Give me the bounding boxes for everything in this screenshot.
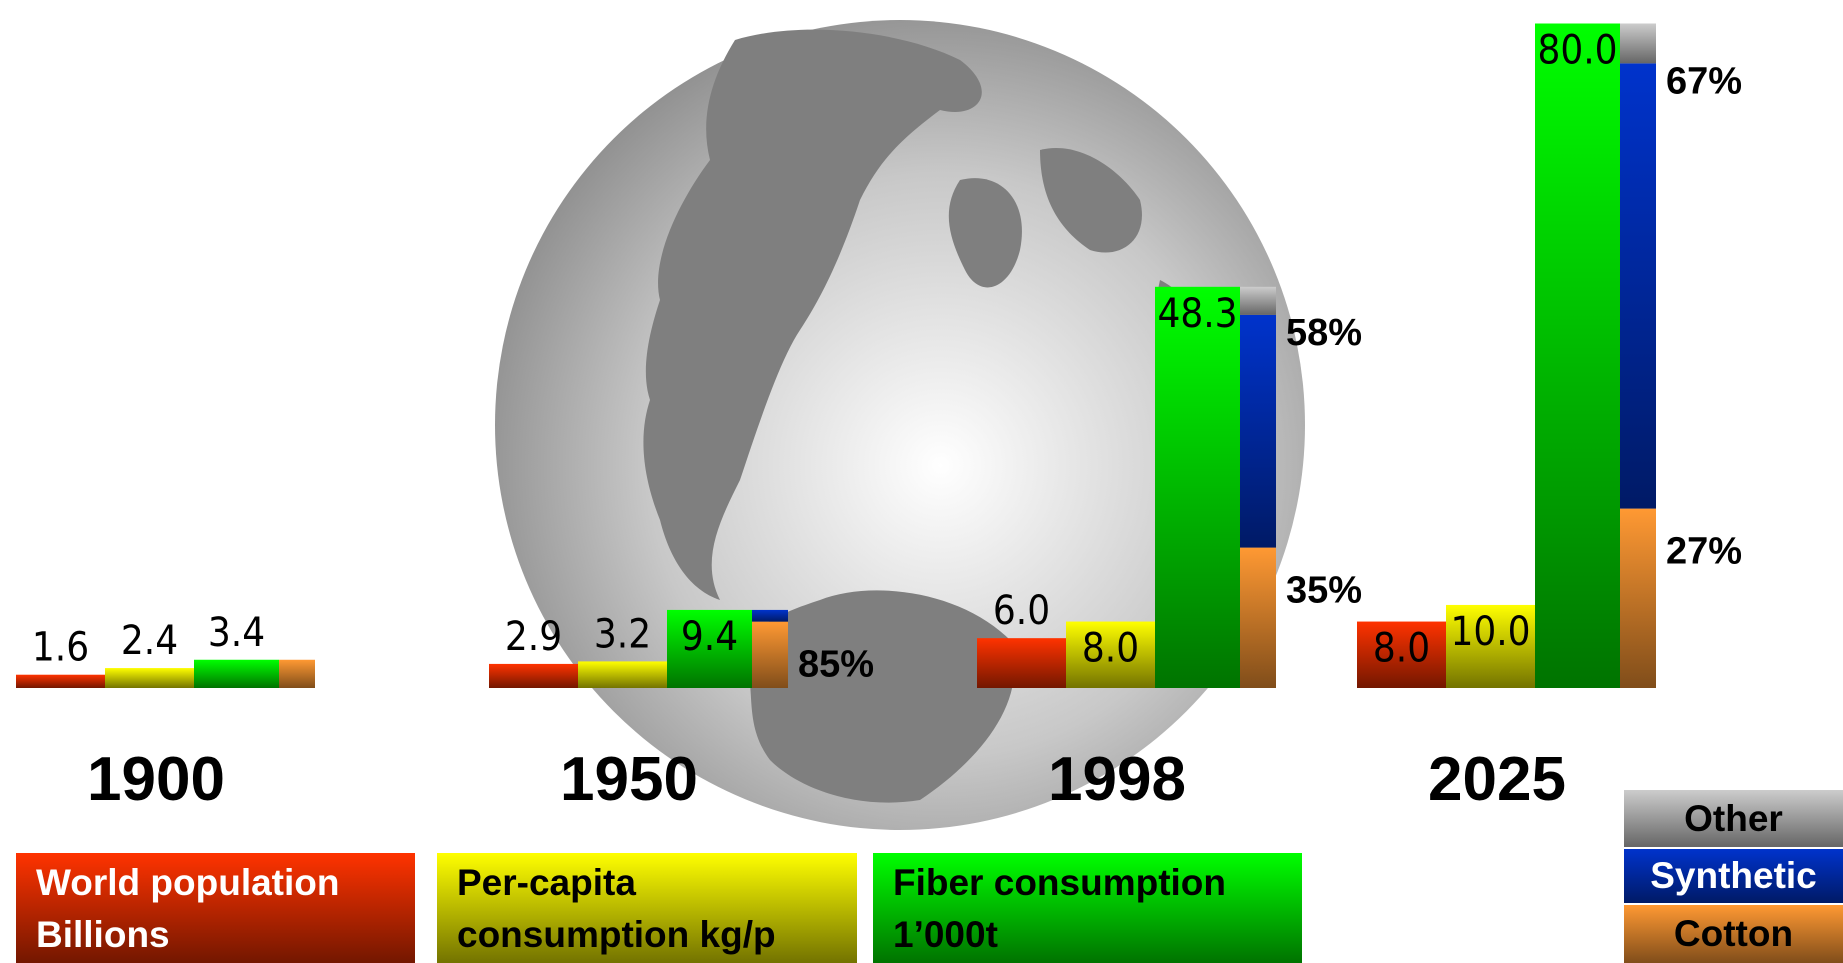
bar: [489, 663, 578, 688]
value-label: 9.4: [681, 614, 738, 660]
legend-item: Other: [1624, 790, 1843, 847]
value-label: 10.0: [1450, 609, 1530, 655]
stack-segment: [752, 621, 788, 688]
legend-item: Synthetic: [1624, 849, 1843, 903]
stack-segment: [1240, 286, 1276, 315]
percent-label: 85%: [798, 644, 874, 686]
legend-item: Fiber consumption 1’000t: [873, 853, 1302, 963]
bar: [1446, 604, 1535, 688]
value-label: 3.2: [594, 611, 651, 657]
stack-segment: [1240, 314, 1276, 548]
value-label: 8.0: [1373, 626, 1430, 672]
percent-label: 27%: [1666, 531, 1742, 573]
percent-label: 35%: [1286, 570, 1362, 612]
value-label: 1.6: [32, 625, 89, 671]
stack-segment: [752, 609, 788, 622]
bar: [1155, 286, 1240, 688]
bar: [194, 659, 279, 688]
stack-segment: [1240, 547, 1276, 688]
percent-label: 58%: [1286, 312, 1362, 354]
bar: [1357, 621, 1446, 688]
year-label: 1998: [1048, 745, 1186, 814]
value-label: 3.4: [208, 610, 265, 656]
legend-item: Per-capita consumption kg/p: [437, 853, 857, 963]
bar: [667, 609, 752, 688]
value-label: 8.0: [1082, 626, 1139, 672]
value-label: 48.3: [1157, 291, 1237, 337]
bar: [977, 638, 1066, 688]
stack-segment: [1620, 508, 1656, 688]
year-label: 1950: [560, 745, 698, 814]
stack-segment: [1620, 23, 1656, 64]
bar: [1535, 23, 1620, 688]
stack-segment: [1620, 63, 1656, 509]
bar: [1066, 621, 1155, 688]
value-label: 80.0: [1537, 28, 1617, 74]
year-label: 1900: [87, 745, 225, 814]
legend-item: World population Billions: [16, 853, 415, 963]
year-label: 2025: [1428, 745, 1566, 814]
value-label: 2.4: [121, 618, 178, 664]
stack-segment: [279, 659, 315, 688]
legend-item: Cotton: [1624, 905, 1843, 963]
bar: [105, 668, 194, 688]
value-label: 6.0: [993, 588, 1050, 634]
percent-label: 67%: [1666, 60, 1742, 102]
bar: [16, 674, 105, 688]
value-label: 2.9: [505, 614, 562, 660]
bar: [578, 661, 667, 688]
